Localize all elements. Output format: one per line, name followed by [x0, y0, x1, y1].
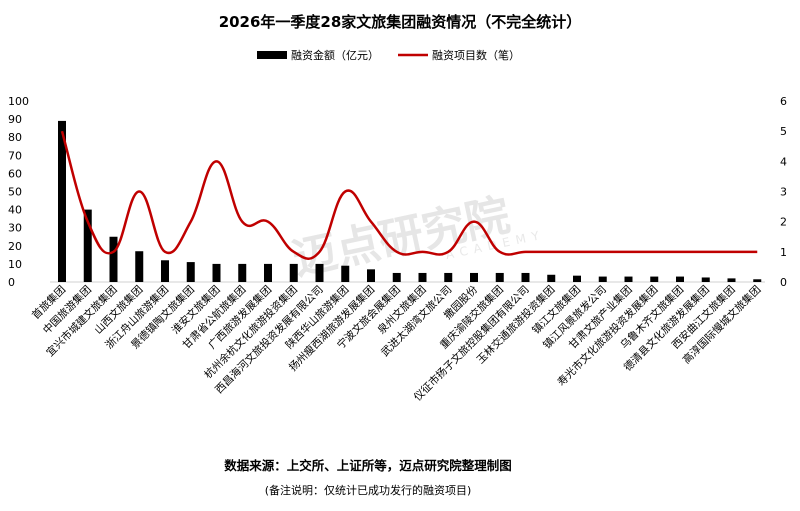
bar	[315, 263, 324, 282]
bar	[470, 272, 478, 282]
y-left-tick-label: 100	[8, 95, 29, 108]
y-left-tick-label: 90	[8, 113, 22, 126]
bar	[186, 262, 195, 282]
bar	[573, 275, 581, 282]
bar	[289, 263, 298, 282]
line-series	[60, 130, 758, 260]
y-right-tick-label: 5	[780, 125, 787, 138]
bar	[83, 209, 92, 282]
bar	[495, 272, 504, 282]
y-right-axis: 0 1 2 3 4 5 6	[780, 95, 787, 289]
bar	[598, 276, 607, 282]
line-path	[60, 130, 758, 260]
bar	[418, 272, 427, 282]
y-left-tick-label: 50	[8, 186, 22, 199]
y-right-tick-label: 4	[780, 155, 787, 168]
y-left-tick-label: 40	[8, 204, 22, 217]
bar	[753, 279, 762, 282]
bar	[367, 269, 375, 282]
remark-note: (备注说明：仅统计已成功发行的融资项目)	[265, 483, 472, 497]
bar	[676, 276, 684, 282]
bar	[701, 277, 710, 282]
legend: 融资金额（亿元） 融资项目数（笔）	[257, 48, 520, 62]
legend-bar-swatch	[257, 51, 287, 59]
y-right-tick-label: 0	[780, 276, 787, 289]
bar-series	[58, 120, 762, 282]
bar	[444, 272, 453, 282]
legend-bar-label: 融资金额（亿元）	[291, 48, 379, 62]
bar	[238, 263, 247, 282]
bar	[161, 260, 169, 282]
y-left-tick-label: 30	[8, 222, 22, 235]
bar	[650, 276, 659, 282]
y-left-tick-label: 80	[8, 131, 22, 144]
category-labels: 首旅集团中国旅游集团宜兴市城建文旅集团山西文旅集团浙江舟山旅游集团景德镇陶文旅集…	[29, 283, 763, 404]
bar	[135, 251, 144, 282]
y-right-tick-label: 3	[780, 186, 787, 199]
bar	[58, 120, 66, 282]
bar	[727, 278, 736, 282]
y-left-tick-label: 0	[8, 276, 15, 289]
bar	[624, 276, 633, 282]
y-right-tick-label: 2	[780, 216, 787, 229]
bar	[264, 263, 272, 282]
bar	[521, 272, 530, 282]
bar	[341, 265, 350, 282]
bar	[109, 236, 118, 282]
bar	[212, 263, 221, 282]
chart-title: 2026年一季度28家文旅集团融资情况（不完全统计）	[219, 13, 582, 31]
y-right-tick-label: 1	[780, 246, 787, 259]
bar	[392, 272, 401, 282]
legend-line-label: 融资项目数（笔）	[432, 48, 520, 62]
y-left-axis: 0 10 20 30 40 50 60 70 80 90 100	[8, 95, 29, 289]
y-left-tick-label: 10	[8, 258, 22, 271]
y-right-tick-label: 6	[780, 95, 787, 108]
y-left-tick-label: 70	[8, 149, 22, 162]
source-note: 数据来源：上交所、上证所等，迈点研究院整理制图	[223, 458, 512, 473]
y-left-tick-label: 60	[8, 167, 22, 180]
y-left-tick-label: 20	[8, 240, 22, 253]
bar	[547, 274, 556, 282]
